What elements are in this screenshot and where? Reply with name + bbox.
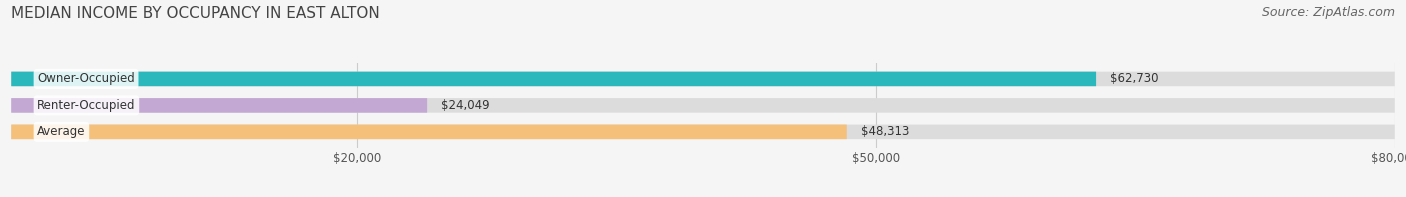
Text: $48,313: $48,313: [860, 125, 908, 138]
FancyBboxPatch shape: [11, 98, 1395, 113]
Text: $62,730: $62,730: [1109, 72, 1159, 85]
Text: Renter-Occupied: Renter-Occupied: [37, 99, 136, 112]
FancyBboxPatch shape: [11, 98, 427, 113]
FancyBboxPatch shape: [11, 72, 1097, 86]
Text: $24,049: $24,049: [441, 99, 489, 112]
FancyBboxPatch shape: [11, 72, 1395, 86]
Text: MEDIAN INCOME BY OCCUPANCY IN EAST ALTON: MEDIAN INCOME BY OCCUPANCY IN EAST ALTON: [11, 6, 380, 21]
Text: Owner-Occupied: Owner-Occupied: [37, 72, 135, 85]
FancyBboxPatch shape: [11, 125, 1395, 139]
Text: Average: Average: [37, 125, 86, 138]
Text: Source: ZipAtlas.com: Source: ZipAtlas.com: [1261, 6, 1395, 19]
FancyBboxPatch shape: [11, 125, 846, 139]
